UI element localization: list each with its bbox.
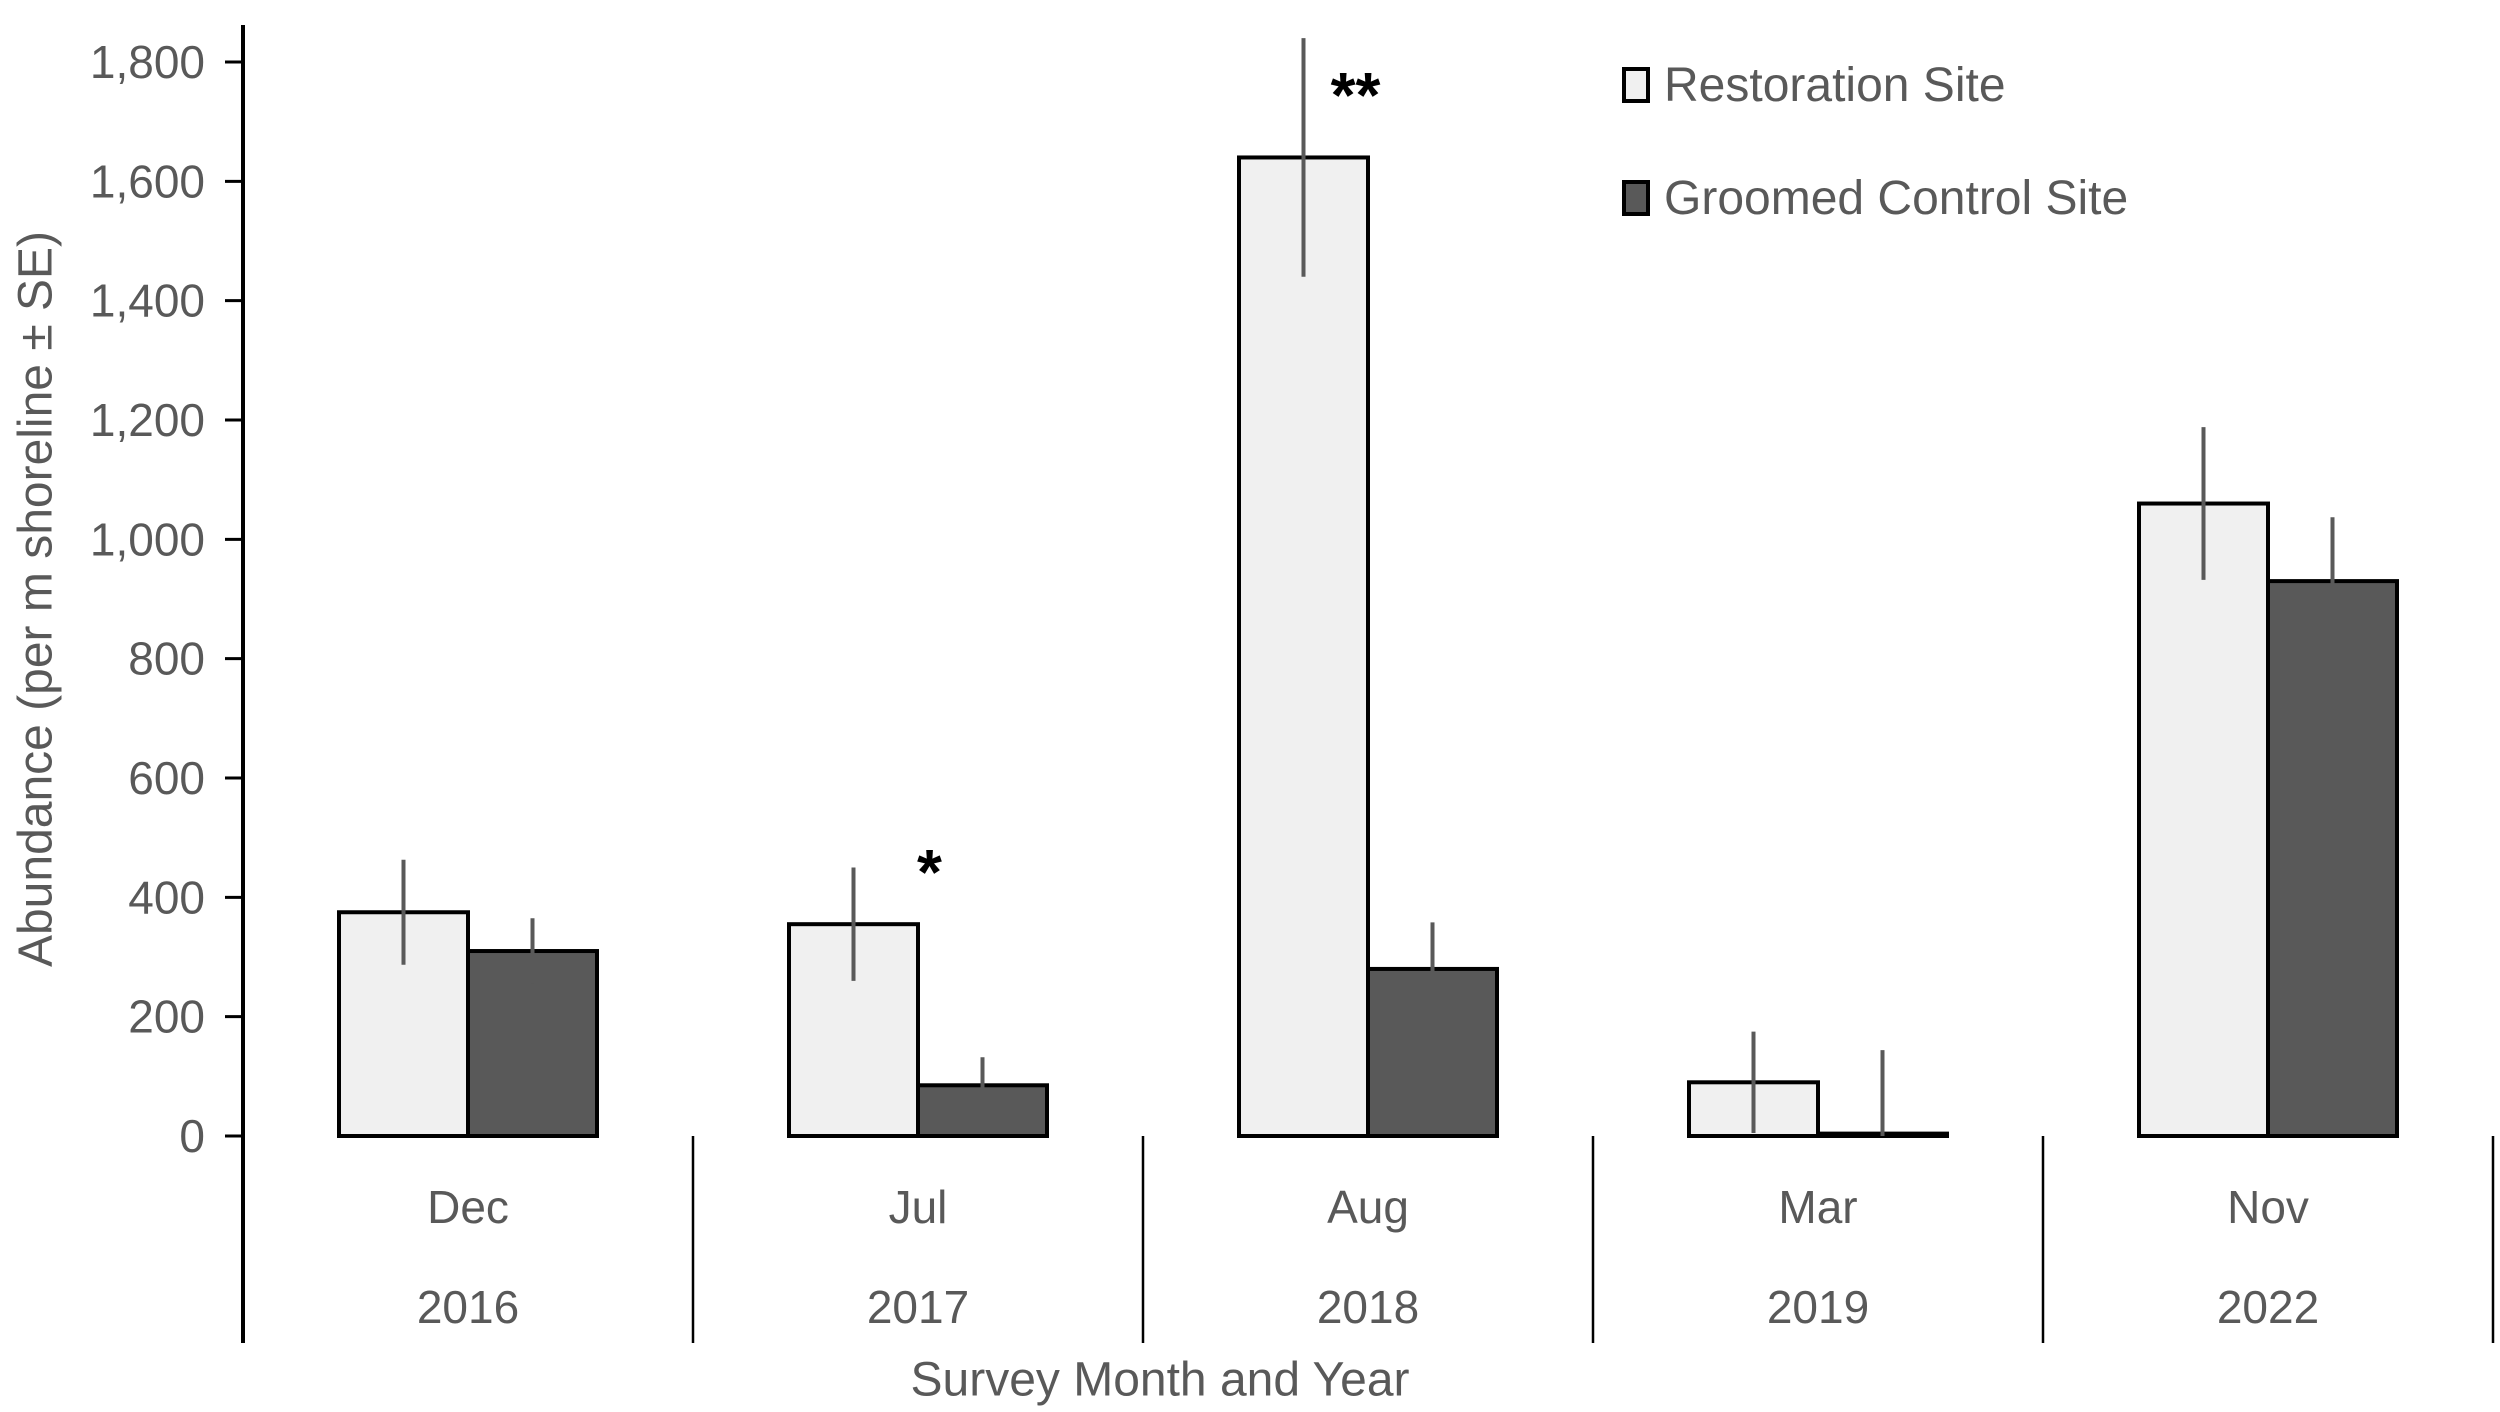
significance-asterisk-2: ** bbox=[1331, 59, 1381, 131]
y-tick-label-1200: 1,200 bbox=[90, 394, 205, 446]
bar-restoration-nov-2022 bbox=[2137, 501, 2270, 1138]
year-label-2016: 2016 bbox=[417, 1281, 519, 1333]
legend-item-restoration-site: Restoration Site bbox=[1622, 58, 2128, 112]
x-axis-title: Survey Month and Year bbox=[910, 1353, 1410, 1407]
significance-asterisk-1: * bbox=[917, 836, 942, 908]
legend-item-groomed-control-site: Groomed Control Site bbox=[1622, 171, 2129, 225]
y-tick-label-400: 400 bbox=[128, 871, 205, 923]
legend-label-restoration-site: Restoration Site bbox=[1664, 58, 2006, 112]
year-label-2018: 2018 bbox=[1317, 1281, 1419, 1333]
y-tick-label-800: 800 bbox=[128, 633, 205, 685]
legend-swatch-restoration-site bbox=[1622, 67, 1650, 103]
month-label-jul: Jul bbox=[889, 1181, 948, 1233]
year-label-2019: 2019 bbox=[1767, 1281, 1869, 1333]
y-tick-label-200: 200 bbox=[128, 991, 205, 1043]
y-axis-title: Abundance (per m shoreline ± SE) bbox=[9, 230, 63, 968]
y-tick-label-1800: 1,800 bbox=[90, 36, 205, 88]
month-label-mar: Mar bbox=[1778, 1181, 1857, 1233]
month-label-aug: Aug bbox=[1327, 1181, 1409, 1233]
legend: Restoration Site Groomed Control Site bbox=[1622, 58, 2129, 286]
legend-label-groomed-control-site: Groomed Control Site bbox=[1664, 171, 2129, 225]
month-label-dec: Dec bbox=[427, 1181, 509, 1233]
y-tick-label-600: 600 bbox=[128, 752, 205, 804]
bar-control-nov-2022 bbox=[2266, 579, 2399, 1138]
y-tick-label-0: 0 bbox=[179, 1110, 205, 1162]
y-tick-label-1600: 1,600 bbox=[90, 155, 205, 207]
legend-swatch-groomed-control-site bbox=[1622, 180, 1650, 216]
month-label-nov: Nov bbox=[2227, 1181, 2309, 1233]
y-tick-label-1400: 1,400 bbox=[90, 275, 205, 327]
year-label-2022: 2022 bbox=[2217, 1281, 2319, 1333]
y-tick-label-1000: 1,000 bbox=[90, 513, 205, 565]
year-label-2017: 2017 bbox=[867, 1281, 969, 1333]
bar-restoration-aug-2018 bbox=[1237, 155, 1370, 1138]
